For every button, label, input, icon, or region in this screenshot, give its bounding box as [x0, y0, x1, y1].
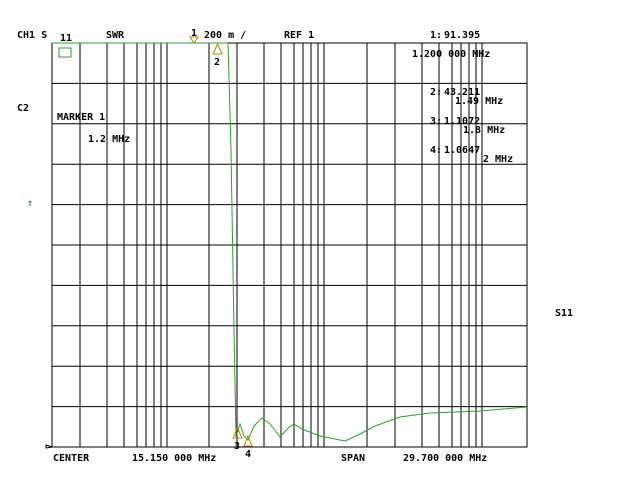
span-value: 29.700 000 MHz [403, 453, 487, 464]
span-label: SPAN [341, 453, 365, 464]
ref-arrow: ↑ [27, 198, 33, 209]
channel2: C2 [17, 103, 29, 114]
readout-label: 4: [430, 145, 442, 156]
readout-frequency: 2 MHz [483, 154, 513, 165]
grid [52, 43, 527, 447]
active-marker: MARKER 1 [57, 112, 105, 123]
active-frequency: 1.2 MHz [88, 134, 130, 145]
readout-label: 2: [430, 87, 442, 98]
status-icon [58, 47, 72, 58]
trace [52, 42, 528, 442]
center-label: CENTER [53, 453, 90, 464]
readout-value: 91.395 [444, 30, 480, 41]
readout-frequency: 1.49 MHz [455, 96, 503, 107]
side-param: S11 [555, 308, 573, 319]
readout-frequency: 1.8 MHz [463, 125, 505, 136]
scale: 200 m / [204, 30, 246, 41]
channel: CH1 S [17, 30, 47, 41]
channel-param: 11 [60, 33, 72, 44]
marker-3-symbol [232, 426, 243, 439]
marker-2-symbol [212, 42, 223, 55]
center-value: 15.150 000 MHz [132, 453, 216, 464]
marker-tag: 4 [245, 449, 251, 460]
top-marker: 1 [191, 28, 197, 39]
readout-value: 1.0647 [444, 145, 480, 156]
marker-4-symbol [243, 434, 253, 447]
readout-label: 1: [430, 30, 442, 41]
format: SWR [106, 30, 125, 41]
marker-tag: 2 [214, 57, 220, 68]
readout-frequency: 1.200 000 MHz [412, 49, 490, 60]
readout-value: 1.1072 [444, 116, 480, 127]
ref-pointer [45, 444, 53, 449]
readout-value: 43.211 [444, 87, 480, 98]
marker-tag: 3 [234, 441, 240, 452]
reference: REF 1 [284, 30, 314, 41]
readout-label: 3: [430, 116, 442, 127]
marker-1-symbol [189, 36, 199, 44]
